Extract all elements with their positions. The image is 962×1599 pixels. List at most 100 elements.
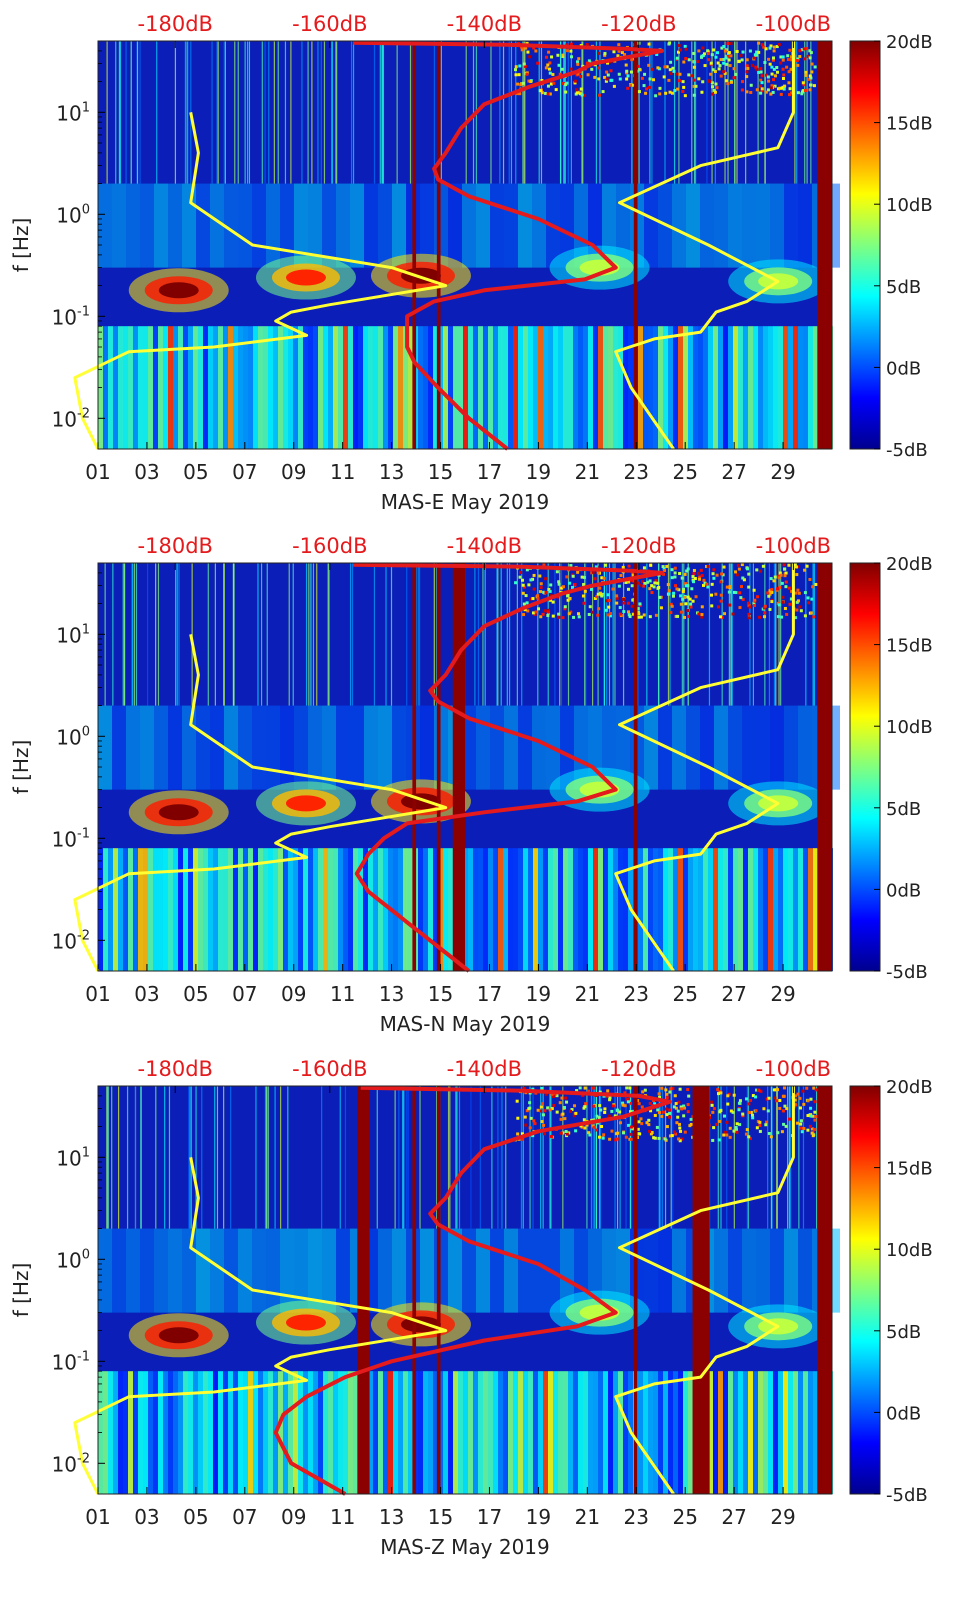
lowfreq-stripe <box>638 326 643 449</box>
microseism-haze <box>294 1228 308 1313</box>
hf-line <box>582 41 584 184</box>
hf-speckle <box>714 55 718 59</box>
lowfreq-stripe <box>593 326 598 449</box>
hf-speckle <box>638 583 642 587</box>
lowfreq-stripe <box>163 326 168 449</box>
hf-speckle <box>565 49 569 53</box>
hf-speckle <box>787 586 791 590</box>
lowfreq-stripe <box>683 326 688 449</box>
psd-curve-red <box>352 40 664 451</box>
hf-line <box>327 563 329 706</box>
microseism-haze <box>322 705 336 790</box>
hf-speckle <box>692 93 696 97</box>
hf-speckle <box>637 1120 641 1124</box>
hf-speckle <box>722 70 726 74</box>
hf-line <box>657 563 660 706</box>
hf-line <box>570 41 572 184</box>
hf-speckle <box>560 67 564 71</box>
hf-speckle <box>803 568 807 572</box>
microseism-haze <box>770 705 784 790</box>
lowfreq-stripe <box>658 1371 663 1494</box>
lowfreq-stripe <box>203 848 208 971</box>
hf-speckle <box>547 587 551 591</box>
hf-line <box>470 1086 472 1229</box>
hf-speckle <box>645 87 649 91</box>
lowfreq-stripe <box>478 848 483 971</box>
hf-line <box>532 1086 534 1229</box>
x-tick-label: 13 <box>379 982 404 1006</box>
lowfreq-stripe <box>163 1371 168 1494</box>
lowfreq-stripe <box>428 1371 433 1494</box>
hf-speckle <box>655 1125 659 1129</box>
hf-speckle <box>677 1122 681 1126</box>
x-axis-label: MAS-E May 2019 <box>381 490 549 514</box>
hf-speckle <box>526 609 530 613</box>
lowfreq-stripe <box>768 848 773 971</box>
lowfreq-stripe <box>683 848 688 971</box>
lowfreq-stripe <box>473 1371 478 1494</box>
hf-speckle <box>660 1114 664 1118</box>
hf-line <box>506 563 508 706</box>
lowfreq-stripe <box>518 848 523 971</box>
lowfreq-stripe <box>603 848 608 971</box>
hf-speckle <box>757 1088 761 1092</box>
hf-speckle <box>547 610 551 614</box>
lowfreq-stripe <box>348 848 353 971</box>
hf-speckle <box>574 79 578 83</box>
lowfreq-stripe <box>128 1371 133 1494</box>
hf-speckle <box>782 1122 786 1126</box>
lowfreq-stripe <box>103 326 108 449</box>
lowfreq-stripe <box>758 1371 763 1494</box>
lowfreq-stripe <box>448 1371 453 1494</box>
colorbar-tick-label: -5dB <box>886 440 928 461</box>
hf-line <box>516 563 518 706</box>
hf-speckle <box>786 58 790 62</box>
hf-speckle <box>679 1129 683 1133</box>
lowfreq-stripe <box>108 848 113 971</box>
hf-speckle <box>800 92 804 96</box>
hf-speckle <box>700 615 704 619</box>
hf-speckle <box>768 592 772 596</box>
hf-line <box>349 563 352 706</box>
hf-speckle <box>532 587 536 591</box>
hf-speckle <box>586 73 590 77</box>
lowfreq-stripe <box>328 1371 333 1494</box>
x-tick-label: 25 <box>672 460 697 484</box>
hf-speckle <box>597 66 601 70</box>
microseism-haze <box>434 705 448 790</box>
hf-speckle <box>676 50 680 54</box>
hf-speckle <box>608 1137 612 1141</box>
hf-speckle <box>809 83 813 87</box>
hf-speckle <box>677 44 681 48</box>
hf-speckle <box>680 1137 684 1141</box>
hf-speckle <box>758 1129 762 1133</box>
microseism-haze <box>686 705 700 790</box>
microseism-haze <box>210 1228 224 1313</box>
hf-line <box>749 563 751 706</box>
hf-speckle <box>739 54 743 58</box>
hf-speckle <box>711 92 715 96</box>
hf-speckle <box>785 612 789 616</box>
hf-speckle <box>805 47 809 51</box>
hf-speckle <box>724 79 728 83</box>
lowfreq-stripe <box>378 848 383 971</box>
lowfreq-stripe <box>488 1371 493 1494</box>
hf-speckle <box>759 67 763 71</box>
hf-speckle <box>648 1129 652 1133</box>
lowfreq-stripe <box>143 326 148 449</box>
hf-speckle <box>684 602 688 606</box>
hf-line <box>440 41 442 184</box>
hf-speckle <box>673 1094 677 1098</box>
hf-speckle <box>810 70 814 74</box>
hf-speckle <box>605 599 609 603</box>
hf-speckle <box>744 1132 748 1136</box>
lowfreq-stripe <box>608 1371 613 1494</box>
lowfreq-stripe <box>668 326 673 449</box>
lowfreq-stripe <box>118 848 123 971</box>
lowfreq-stripe <box>248 326 253 449</box>
hf-line <box>726 1086 728 1229</box>
hf-line <box>465 41 467 184</box>
lowfreq-stripe <box>383 326 388 449</box>
hf-speckle <box>600 594 604 598</box>
hf-speckle <box>739 596 743 600</box>
